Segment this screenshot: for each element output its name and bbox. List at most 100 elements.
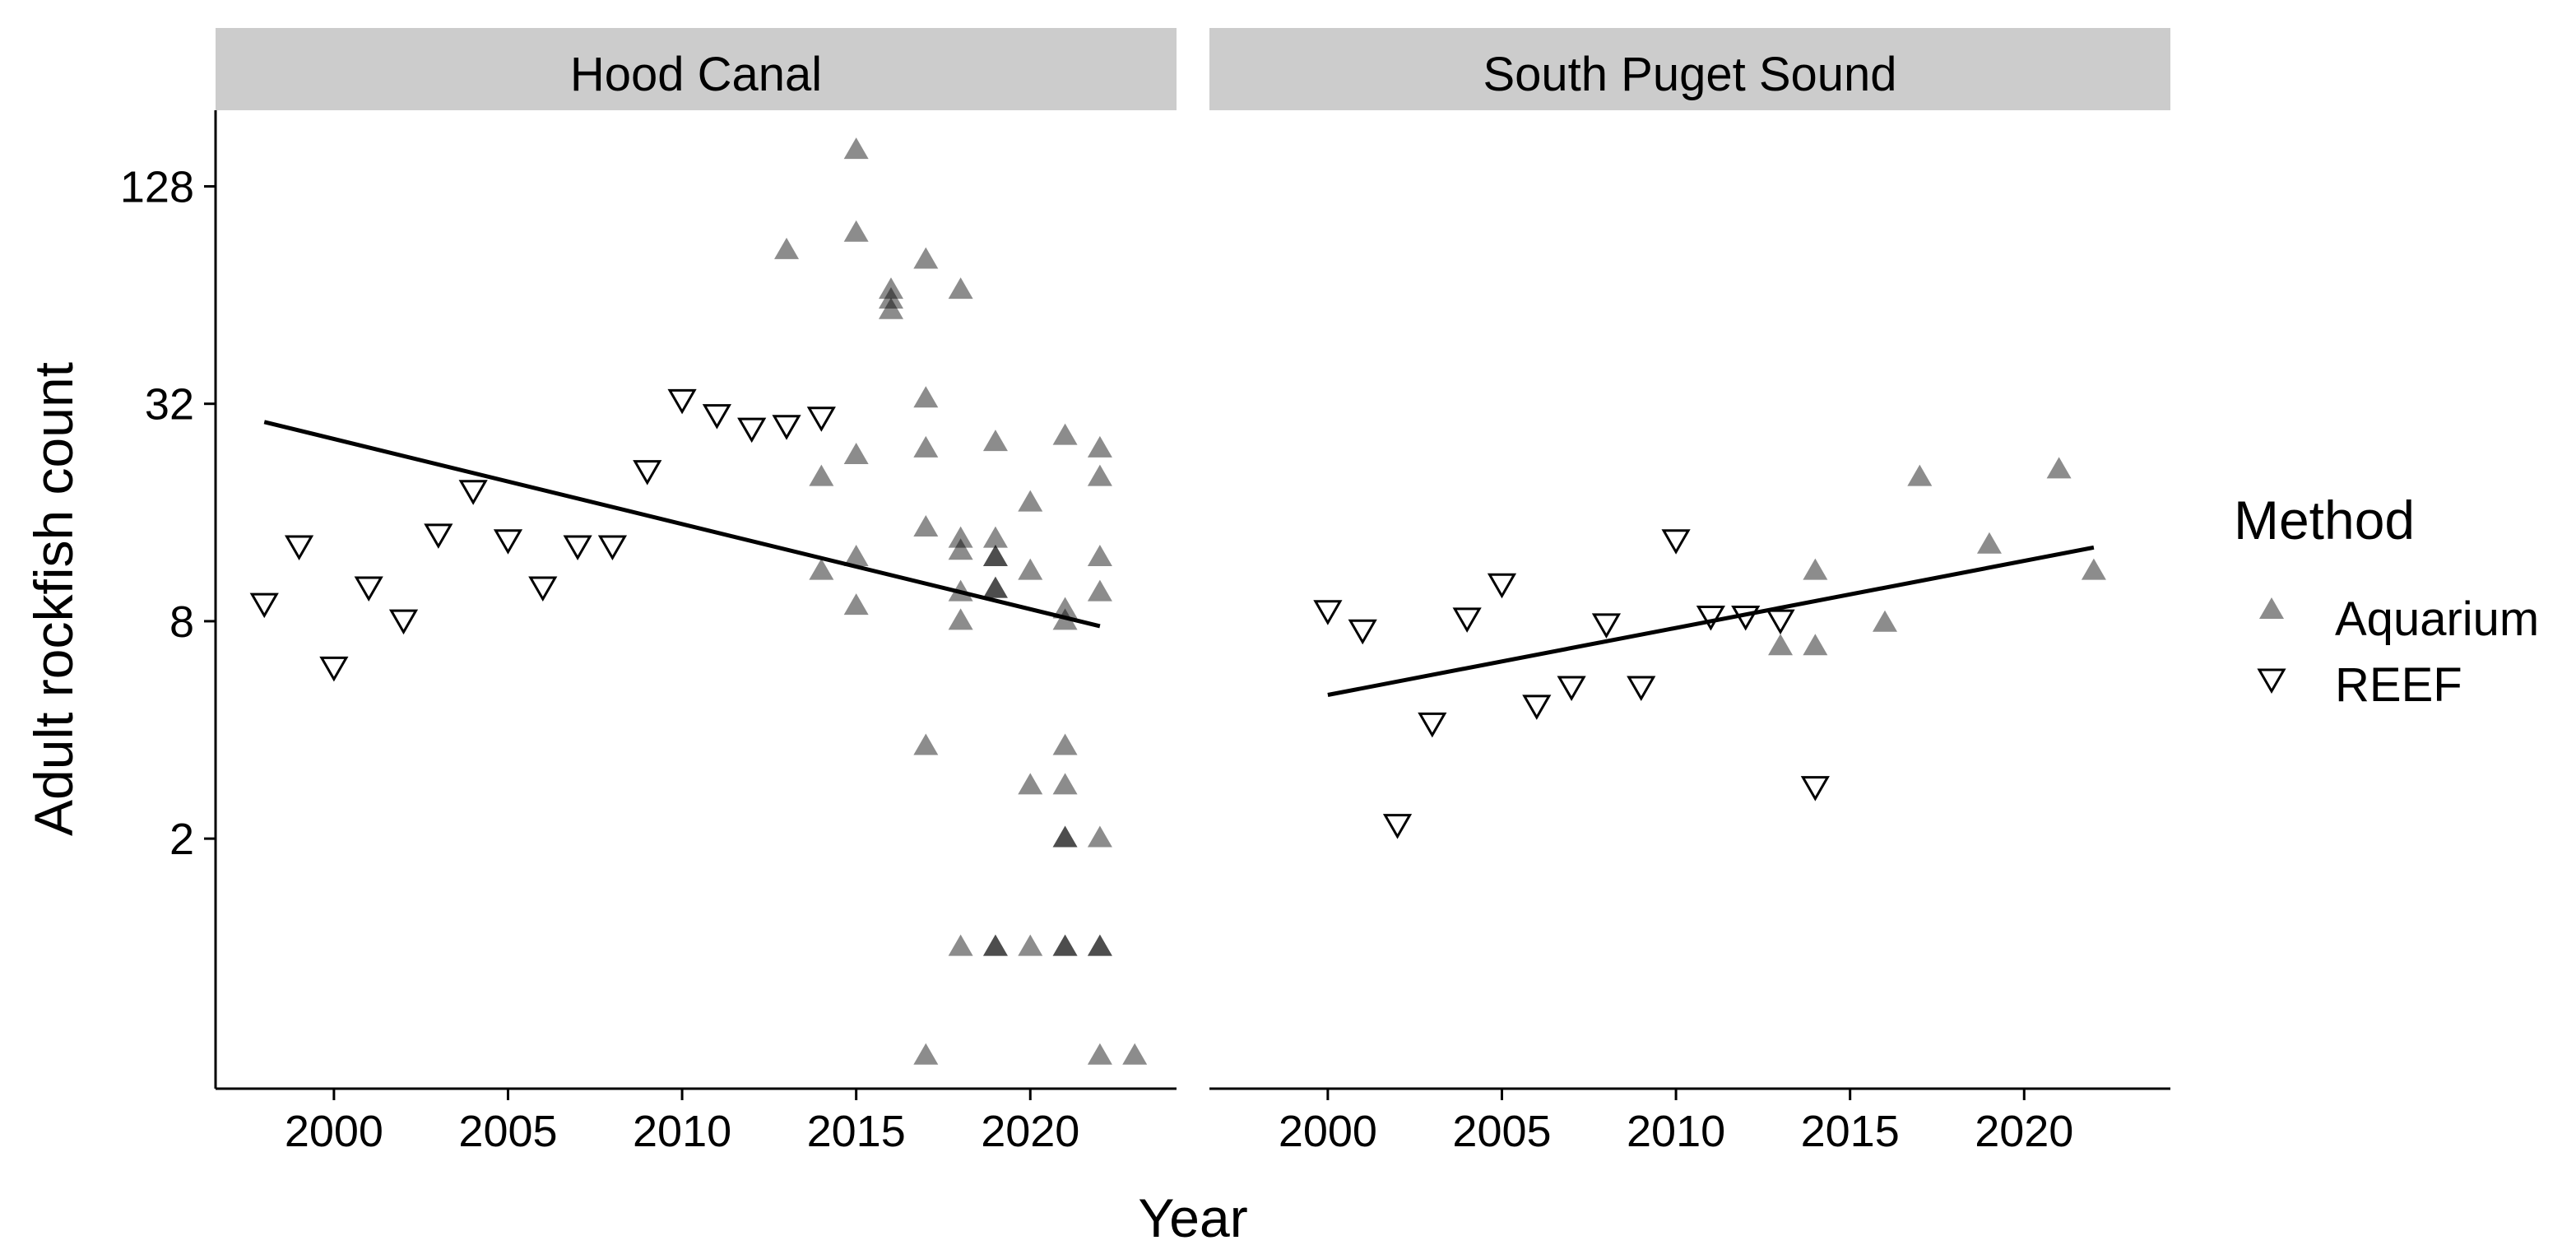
reef-point <box>1696 606 1725 631</box>
y-tick-label: 32 <box>145 380 194 430</box>
x-ticks: 2000 2005 2010 2015 2020 <box>285 1089 1079 1156</box>
aquarium-point <box>1087 545 1112 567</box>
aquarium-point <box>913 435 939 458</box>
reef-point <box>1418 712 1447 738</box>
reef-point <box>1627 676 1656 701</box>
points-layer <box>1313 457 2106 839</box>
aquarium-point <box>1018 934 1043 956</box>
aquarium-point <box>1052 825 1078 848</box>
strip-label-hood-canal: Hood Canal <box>570 48 822 101</box>
reef-point <box>284 535 314 560</box>
aquarium-point <box>1052 597 1078 619</box>
y-tick-label: 2 <box>169 815 194 864</box>
reef-point <box>249 592 279 619</box>
reef-point <box>1348 619 1377 645</box>
aquarium-point <box>913 514 939 537</box>
aquarium-point <box>843 443 869 465</box>
aquarium-point <box>948 934 973 956</box>
aquarium-point <box>1976 532 2002 554</box>
reef-point <box>563 535 592 560</box>
legend: Method Aquarium REEF <box>2234 490 2539 712</box>
aquarium-point <box>982 545 1008 567</box>
reef-point <box>1557 676 1586 701</box>
aquarium-point <box>1018 773 1043 795</box>
x-tick-label: 2010 <box>633 1107 731 1156</box>
reef-point <box>633 460 662 485</box>
strip-background <box>216 28 1177 110</box>
aquarium-point <box>843 545 869 567</box>
aquarium-point <box>948 608 973 630</box>
x-tick-label: 2015 <box>1801 1107 1900 1156</box>
aquarium-point <box>1087 934 1112 956</box>
reef-point <box>1382 814 1413 839</box>
x-tick-label: 2000 <box>1279 1107 1377 1156</box>
reef-point <box>772 415 801 440</box>
aquarium-point <box>913 733 939 755</box>
y-tick-label: 8 <box>169 597 194 647</box>
reef-point <box>1661 529 1691 555</box>
legend-title: Method <box>2234 490 2415 551</box>
legend-reef-symbol <box>2257 668 2286 695</box>
aquarium-point <box>1087 579 1112 602</box>
aquarium-point <box>1803 558 1828 580</box>
reef-point <box>424 523 453 549</box>
panel-hood-canal: Hood Canal 2000 2005 2010 2015 2020 2 8 32 128 <box>120 28 1177 1156</box>
reef-point <box>806 407 836 432</box>
aquarium-point <box>1872 610 1897 632</box>
x-ticks: 2000 2005 2010 2015 2020 <box>1279 1089 2073 1156</box>
x-tick-label: 2015 <box>807 1107 906 1156</box>
aquarium-point <box>982 576 1008 598</box>
aquarium-point <box>1087 464 1112 486</box>
y-axis-title: Adult rockfish count <box>23 362 84 836</box>
aquarium-point <box>878 287 903 309</box>
aquarium-point <box>913 386 939 408</box>
strip-label-south-puget-sound: South Puget Sound <box>1483 48 1896 101</box>
legend-label-reef: REEF <box>2335 658 2462 712</box>
aquarium-point <box>982 934 1008 956</box>
aquarium-point <box>1768 634 1794 656</box>
aquarium-point <box>2081 558 2106 580</box>
aquarium-point <box>982 934 1008 956</box>
aquarium-point <box>843 220 869 242</box>
aquarium-point <box>1803 634 1828 656</box>
trend-line <box>1327 545 2095 697</box>
aquarium-point <box>1052 423 1078 445</box>
reef-point <box>319 656 349 682</box>
reef-point <box>667 388 697 415</box>
x-tick-label: 2005 <box>1452 1107 1551 1156</box>
reef-point <box>1766 609 1795 635</box>
aquarium-point <box>843 137 869 160</box>
x-tick-label: 2020 <box>1975 1107 2073 1156</box>
aquarium-point <box>913 247 939 269</box>
aquarium-point <box>948 538 973 560</box>
aquarium-point <box>1018 490 1043 512</box>
aquarium-point <box>913 1043 939 1065</box>
x-axis-title: Year <box>1138 1187 1247 1248</box>
aquarium-point <box>809 558 834 580</box>
aquarium-point <box>1052 825 1078 848</box>
reef-point <box>1591 613 1622 639</box>
aquarium-point <box>982 576 1008 598</box>
reef-point <box>737 417 767 444</box>
reef-point <box>1800 776 1830 801</box>
reef-point <box>702 404 731 430</box>
aquarium-point <box>2046 457 2072 479</box>
aquarium-point <box>948 526 973 548</box>
x-tick-label: 2020 <box>981 1107 1079 1156</box>
y-tick-label: 128 <box>120 162 194 211</box>
reef-point <box>493 529 523 555</box>
trend-line <box>263 420 1101 629</box>
aquarium-point <box>1087 435 1112 458</box>
reef-point <box>388 609 419 635</box>
aquarium-point <box>1087 1043 1112 1065</box>
x-tick-label: 2005 <box>458 1107 557 1156</box>
aquarium-point <box>982 526 1008 548</box>
trend-layer <box>263 420 1101 629</box>
aquarium-point <box>982 430 1008 452</box>
trend-layer <box>1327 545 2095 697</box>
aquarium-point <box>1087 825 1112 848</box>
reef-point <box>597 535 628 560</box>
aquarium-point <box>1122 1043 1148 1065</box>
strip-background <box>1209 28 2170 110</box>
